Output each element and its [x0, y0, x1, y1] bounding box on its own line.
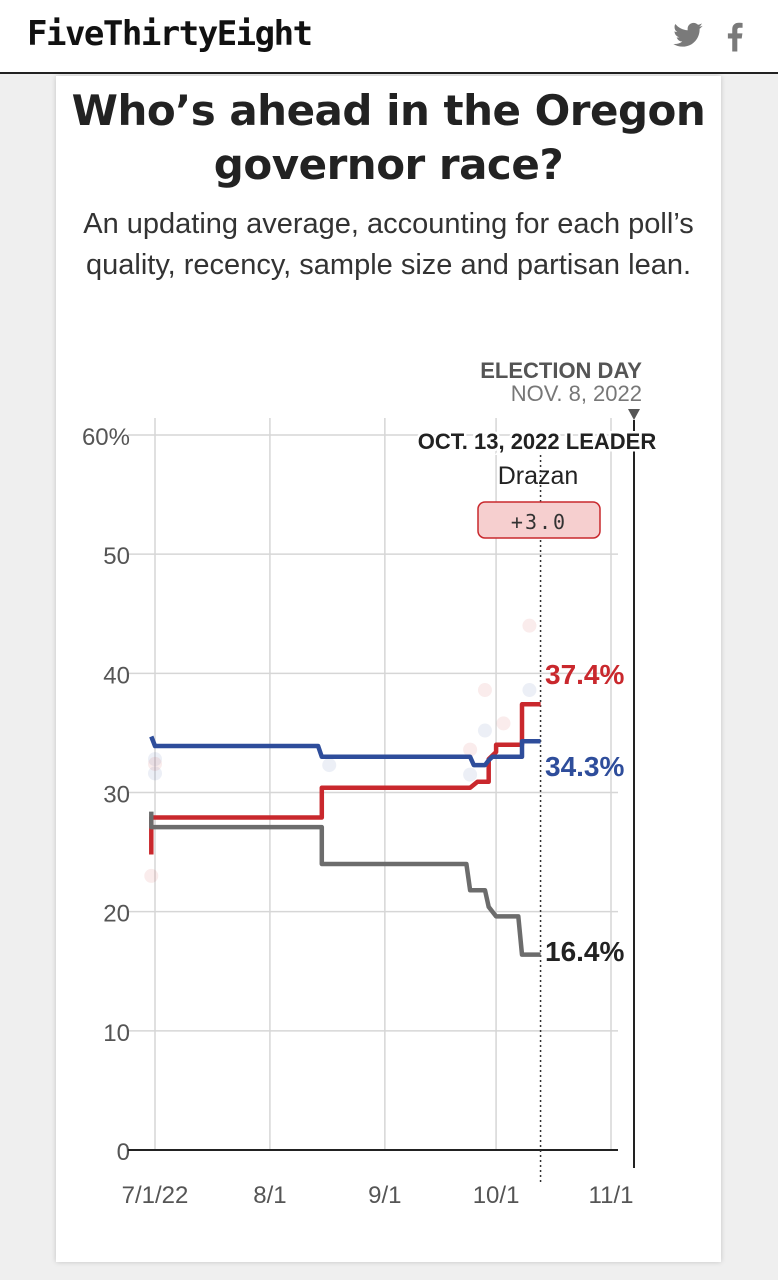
- x-tick-label: 7/1/22: [122, 1182, 189, 1209]
- end-label-johnson: 16.4%: [545, 936, 624, 967]
- poll-dot: [522, 618, 537, 633]
- election-day-label: ELECTION DAY: [480, 358, 642, 383]
- series-line-kotek: [149, 735, 541, 768]
- leader-name: Drazan: [498, 462, 579, 490]
- x-tick-label: 9/1: [368, 1182, 401, 1209]
- leader-margin-value: +3.0: [511, 510, 567, 534]
- facebook-icon[interactable]: [727, 22, 743, 52]
- y-tick-label: 40: [103, 662, 130, 689]
- y-tick-label: 30: [103, 782, 130, 809]
- poll-dot: [322, 758, 337, 773]
- election-day-date: NOV. 8, 2022: [511, 381, 642, 406]
- x-tick-label: 8/1: [253, 1182, 286, 1209]
- y-tick-label: 60%: [82, 424, 130, 451]
- poll-dot: [522, 683, 537, 698]
- leader-margin-badge: [477, 501, 601, 539]
- site-header: FiveThirtyEight: [0, 0, 778, 74]
- poll-dot: [463, 767, 478, 782]
- end-label-kotek: 34.3%: [545, 751, 624, 782]
- y-tick-label: 0: [117, 1139, 130, 1166]
- poll-dot: [463, 742, 478, 757]
- poll-dot: [477, 723, 492, 738]
- twitter-icon[interactable]: [672, 22, 704, 50]
- chart-title: Who’s ahead in the Oregon governor race?: [71, 86, 706, 189]
- series-line-johnson: [149, 811, 541, 957]
- end-label-drazan: 37.4%: [545, 659, 624, 690]
- leader-date-label: OCT. 13, 2022 LEADER: [418, 429, 657, 454]
- poll-dot: [144, 868, 159, 883]
- election-day-marker: [628, 409, 640, 420]
- poll-dot: [148, 756, 162, 771]
- poll-dot: [148, 752, 162, 767]
- poll-dot: [148, 766, 162, 781]
- y-tick-label: 10: [103, 1020, 130, 1047]
- chart-card: [56, 76, 721, 1262]
- y-tick-label: 50: [103, 543, 130, 570]
- x-tick-label: 11/1: [589, 1182, 634, 1209]
- poll-dot: [496, 716, 511, 731]
- chart-subtitle: An updating average, accounting for each…: [83, 208, 694, 281]
- x-tick-label: 10/1: [473, 1182, 520, 1209]
- y-tick-label: 20: [103, 901, 130, 928]
- poll-dot: [477, 683, 492, 698]
- site-logo[interactable]: FiveThirtyEight: [27, 14, 313, 54]
